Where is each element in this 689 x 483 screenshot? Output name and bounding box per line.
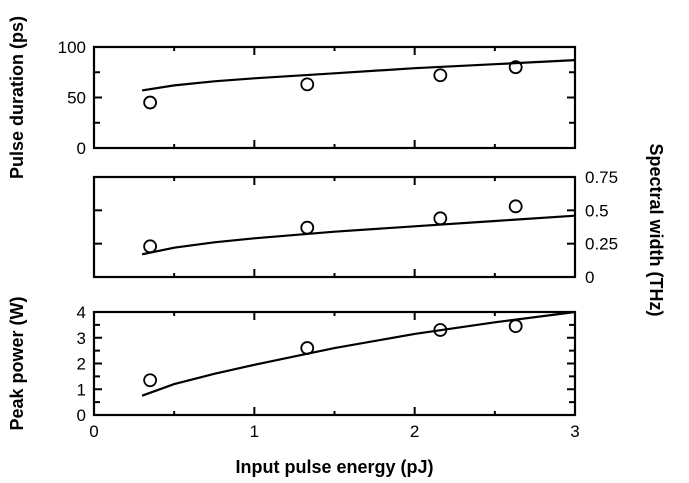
panel-frame-peak bbox=[92, 310, 577, 417]
data-point-peak bbox=[508, 319, 523, 334]
data-point-spectral bbox=[300, 220, 315, 235]
y-axis-title-duration: Pulse duration (ps) bbox=[7, 16, 27, 179]
x-tick-label: 2 bbox=[410, 422, 419, 441]
y-tick-label-duration: 50 bbox=[67, 89, 86, 108]
y-axis-title-spectral: Spectral width (THz) bbox=[646, 143, 666, 316]
y-tick-label-peak: 2 bbox=[77, 355, 86, 374]
y-tick-label-peak: 4 bbox=[77, 303, 86, 322]
panel-frame-duration bbox=[92, 45, 577, 150]
model-curve-peak bbox=[141, 310, 576, 397]
data-point-duration bbox=[300, 77, 315, 92]
model-curve-duration bbox=[141, 59, 576, 92]
panel-frame-spectral bbox=[92, 175, 577, 279]
data-point-spectral bbox=[508, 199, 523, 214]
data-point-duration bbox=[143, 95, 158, 110]
y-tick-label-peak: 3 bbox=[77, 329, 86, 348]
model-curve-spectral bbox=[141, 214, 576, 256]
y-tick-label-spectral: 0.25 bbox=[585, 235, 618, 254]
data-point-spectral bbox=[143, 239, 158, 254]
x-tick-label: 1 bbox=[250, 422, 259, 441]
data-point-spectral bbox=[433, 211, 448, 226]
y-tick-label-duration: 0 bbox=[77, 139, 86, 158]
y-tick-label-spectral: 0.5 bbox=[585, 201, 609, 220]
y-axis-title-peak: Peak power (W) bbox=[7, 296, 27, 430]
y-tick-label-spectral: 0 bbox=[585, 268, 594, 287]
y-tick-label-peak: 0 bbox=[77, 406, 86, 425]
y-tick-label-spectral: 0.75 bbox=[585, 168, 618, 187]
x-tick-label: 3 bbox=[570, 422, 579, 441]
y-tick-label-duration: 100 bbox=[58, 38, 86, 57]
data-point-peak bbox=[143, 373, 158, 388]
data-point-duration bbox=[433, 68, 448, 83]
x-axis-title: Input pulse energy (pJ) bbox=[235, 457, 433, 477]
y-tick-label-peak: 1 bbox=[77, 380, 86, 399]
x-tick-label: 0 bbox=[89, 422, 98, 441]
